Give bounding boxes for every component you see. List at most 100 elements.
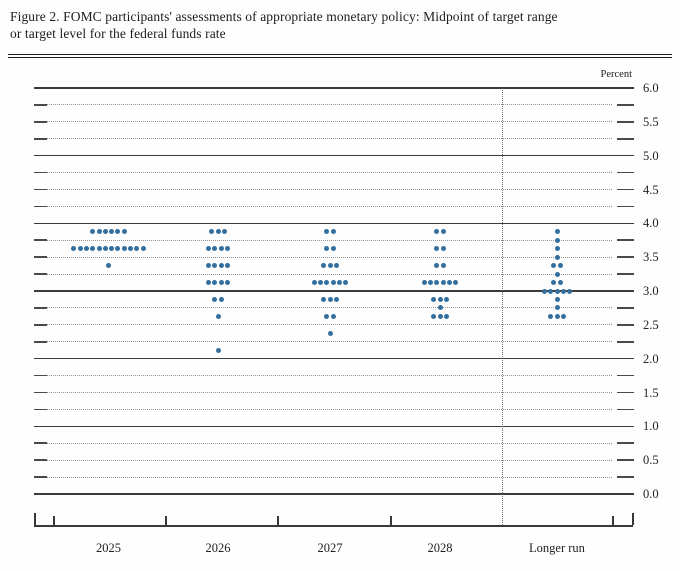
gridline-right-tick [617,256,634,258]
x-axis-tick [53,516,55,525]
participant-dot [206,280,212,286]
x-axis-category-label: Longer run [529,541,585,555]
gridline-dotted [47,375,612,377]
gridline-dotted [47,392,612,393]
gridline-left-tick [34,459,47,461]
gridline-solid [34,425,634,428]
gridline-dotted [47,476,612,478]
gridline-left-tick [34,374,47,377]
participant-dot [421,280,427,286]
y-axis-tick-label: 1.5 [643,385,659,400]
gridline-left-tick [34,205,47,208]
gridline-solid [34,290,634,292]
y-axis-tick-label: 2.0 [643,351,659,366]
y-axis-tick-label: 3.0 [643,284,659,298]
gridline-right-tick [617,374,634,377]
participant-dot [215,347,221,353]
x-axis-category-label: 2027 [317,541,343,555]
participant-dot [554,296,560,302]
participant-dot [333,263,339,269]
gridline-right-tick [617,121,634,123]
participant-dot [115,246,121,252]
y-axis-tick-label: 1.0 [643,419,659,434]
participant-dot [434,263,440,269]
participant-dot [554,305,560,311]
gridline-right-tick [617,137,634,140]
participant-dot [209,229,215,235]
participant-dot [206,246,212,252]
participant-dot [215,229,221,235]
gridline-right-tick [617,205,634,208]
participant-dot [453,280,459,286]
participant-dot [224,263,230,269]
participant-dot [437,296,443,302]
participant-dot [343,280,349,286]
y-axis-tick-label: 5.0 [643,148,659,163]
participant-dot [224,280,230,286]
participant-dot [106,263,111,269]
participant-dot [443,296,449,302]
gridline-left-tick [34,239,47,242]
participant-dot [102,246,108,252]
gridline-right-tick [617,391,634,394]
participant-dot [548,288,554,294]
participant-dot [218,296,224,302]
participant-dot [431,296,437,302]
participant-dot [121,229,127,235]
participant-dot [327,330,333,336]
participant-dot [206,263,212,269]
participant-dot [440,246,446,252]
gridline-right-tick [617,476,634,478]
participant-dot [551,263,557,269]
participant-dot [434,229,440,235]
participant-dot [541,288,547,294]
y-axis-tick-label: 4.0 [643,216,659,231]
gridline-dotted [47,307,612,309]
participant-dot [140,246,146,252]
participant-dot [134,246,140,252]
gridline-right-tick [617,324,634,326]
gridline-dotted [47,341,612,343]
gridline-dotted [47,459,612,461]
participant-dot [554,237,560,243]
participant-dot [431,313,437,319]
y-axis-tick-label: 3.5 [643,250,659,265]
gridline-solid [34,493,634,495]
participant-dot [327,296,333,302]
x-axis-tick [390,516,392,525]
x-axis-category-label: 2028 [427,541,453,555]
participant-dot [212,246,218,252]
participant-dot [336,280,342,286]
participant-dot [333,296,339,302]
gridline-left-tick [34,307,47,309]
gridline-right-tick [617,459,634,461]
gridline-solid [34,154,634,157]
participant-dot [330,280,336,286]
gridline-right-tick [617,188,634,191]
participant-dot [215,313,221,319]
participant-dot [128,246,134,252]
participant-dot [318,280,324,286]
participant-dot [218,280,224,286]
participant-dot [218,263,224,269]
participant-dot [212,296,218,302]
gridline-right-tick [617,239,634,242]
y-axis-unit-label: Percent [600,69,633,80]
gridline-right-tick [617,307,634,309]
y-axis-tick-label: 0.5 [643,453,659,468]
gridline-left-tick [34,476,47,478]
participant-dot [212,263,218,269]
participant-dot [224,246,230,252]
participant-dot [557,263,563,269]
figure-title-line2: or target level for the federal funds ra… [10,26,226,41]
y-axis-tick-label: 5.5 [643,114,659,129]
participant-dot [443,313,449,319]
participant-dot [434,280,440,286]
participant-dot [560,288,566,294]
participant-dot [324,246,330,252]
participant-dot [560,313,566,319]
gridline-solid [34,357,634,360]
y-axis-tick-label: 2.5 [643,317,659,332]
